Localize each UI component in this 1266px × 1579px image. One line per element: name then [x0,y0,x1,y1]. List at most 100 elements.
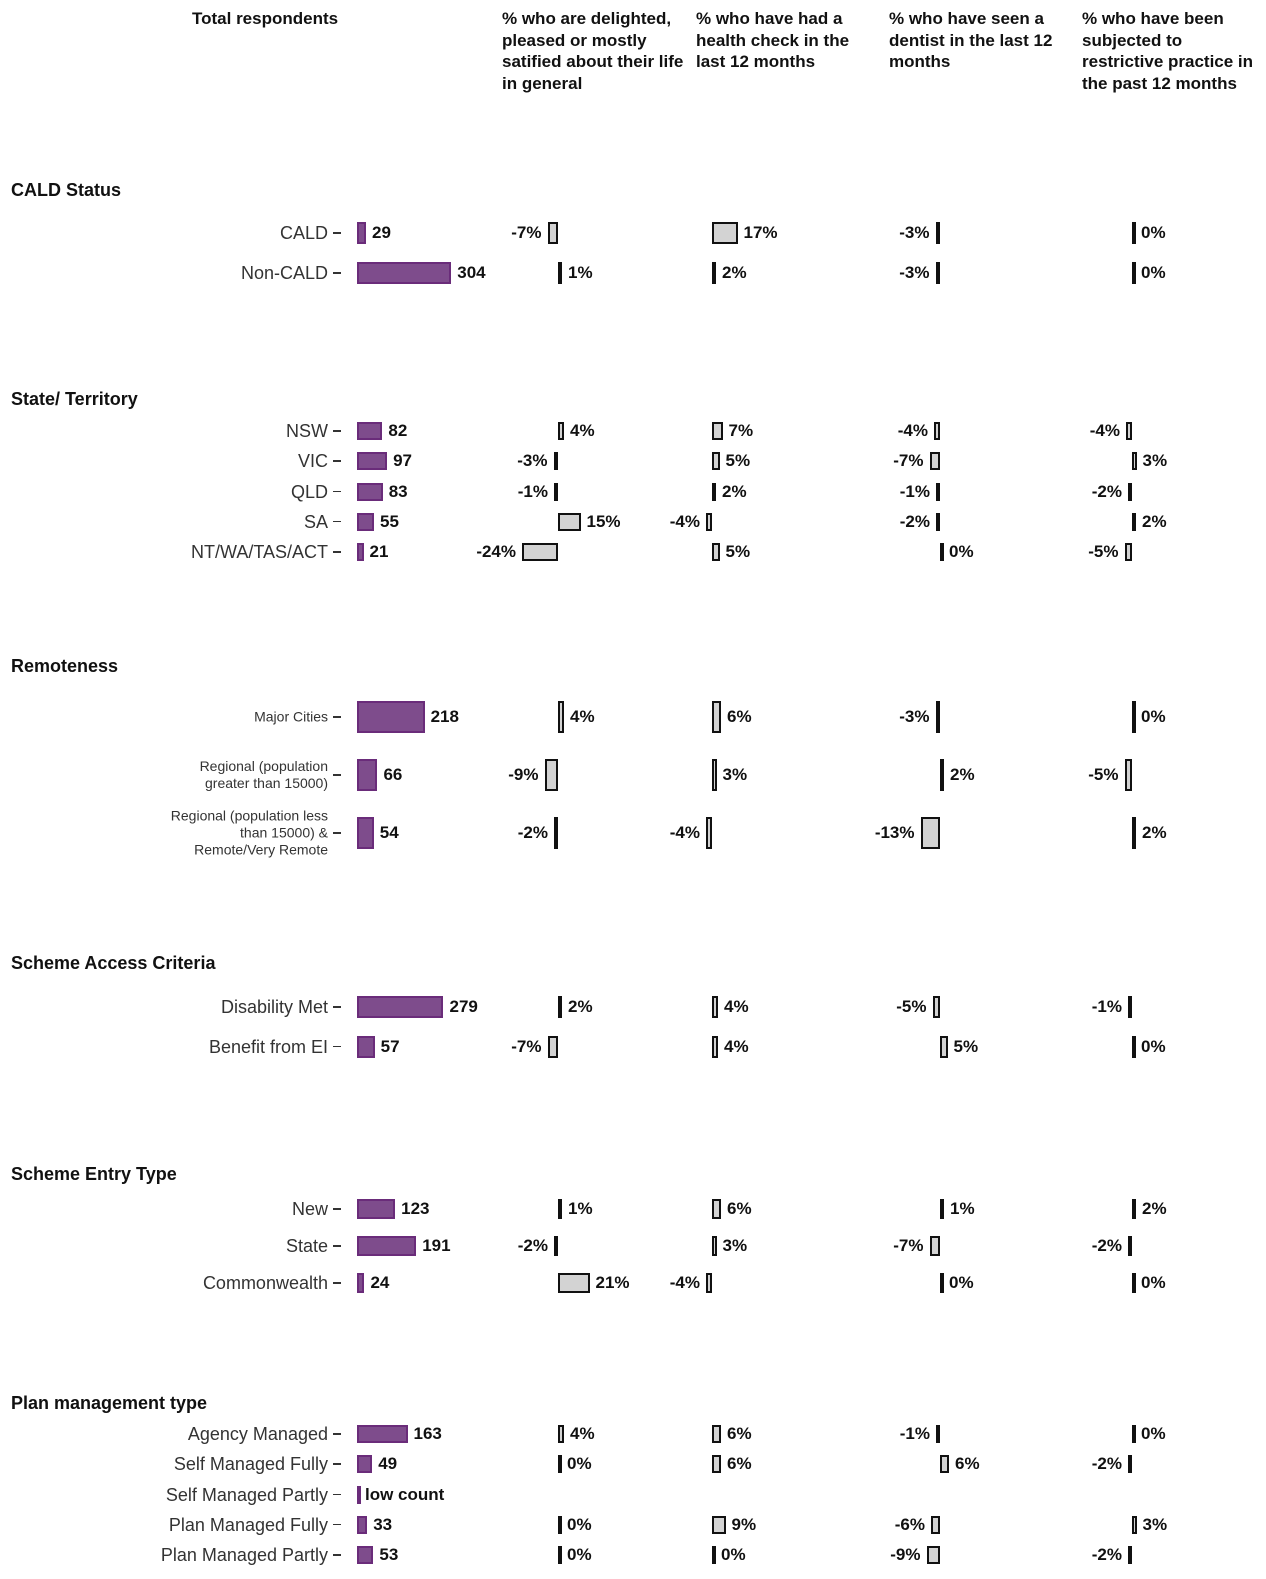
value-label: 7% [728,421,754,440]
diff-bar [1128,1546,1132,1565]
value-label: -2% [1091,1545,1122,1565]
count-label: 191 [422,1236,451,1255]
value-label: 4% [570,421,595,440]
diff-bar [926,1546,940,1565]
count-label: 29 [371,223,391,242]
value-label: 9% [731,1514,757,1534]
row-label: Plan Managed Fully [168,1514,328,1535]
value-label: -7% [511,1036,542,1056]
value-label: -2% [899,511,930,531]
value-label: -2% [517,1236,548,1255]
count-bar [357,1455,373,1474]
diff-bar [1124,543,1132,562]
value-label: -5% [1088,765,1119,784]
section-title: Scheme Access Criteria [11,953,216,973]
axis-tick [333,520,341,523]
value-label: 0% [1141,707,1166,726]
diff-bar [712,482,716,501]
diff-bar [940,1199,944,1219]
diff-bar [558,422,564,440]
axis-tick [333,1208,341,1210]
column-header: % who have seen a dentist in the last 12… [889,9,1053,72]
diff-bar [558,1455,562,1474]
value-label: 6% [727,1199,752,1218]
axis-tick [333,1554,341,1556]
value-label: -13% [874,823,915,842]
diff-bar [936,1425,940,1443]
value-label: 4% [724,1036,749,1056]
diff-bar [558,996,562,1018]
value-label: 0% [949,542,974,562]
value-label: -3% [899,707,930,726]
column-header: % who have been subjected to restrictive… [1082,9,1254,93]
diff-bar [1132,512,1136,531]
count-bar [357,1515,368,1534]
value-label: 5% [725,542,751,562]
value-label: 0% [567,1454,592,1474]
diff-bar [522,543,558,562]
row-label: Disability Met [220,997,328,1017]
diff-bar [712,262,716,284]
count-bar [357,1273,365,1293]
count-label: 33 [373,1514,393,1534]
value-label: 2% [1142,823,1167,842]
diff-bar [712,543,720,562]
diff-bar [712,996,718,1018]
diff-bar [1132,262,1136,284]
count-label: 24 [370,1273,390,1292]
diff-bar [929,452,940,471]
diff-bar [544,759,558,791]
row-label: SA [303,511,328,532]
diff-bar [1132,1035,1136,1058]
row-label: Commonwealth [202,1273,328,1293]
count-label: 55 [380,511,399,531]
axis-tick [333,460,341,462]
value-label: 0% [1141,223,1166,242]
diff-bar [1132,1199,1136,1219]
row-label: CALD [279,223,328,243]
row-label: Self Managed Partly [165,1484,328,1505]
value-label: 3% [722,1236,748,1255]
count-bar [357,222,366,244]
diff-bar [554,1236,558,1256]
value-label: 2% [950,765,975,784]
diff-bar [712,452,720,471]
value-label: -7% [511,223,542,242]
row-label: Regional (population greater than 15000) [199,758,328,791]
count-label: 279 [449,997,478,1016]
diff-bar [558,1515,562,1534]
value-label: 0% [721,1545,746,1565]
value-label: 0% [1141,263,1166,282]
value-label: -9% [508,765,539,784]
count-bar [357,512,375,531]
value-label: 0% [567,1514,592,1534]
value-label: -1% [899,481,930,501]
diff-bar [558,1546,562,1565]
count-bar [357,996,444,1018]
value-label: -6% [894,1514,925,1534]
diff-bar [558,1199,562,1219]
diff-bar [1132,1425,1136,1443]
diff-bar [712,759,717,791]
row-label: Non-CALD [240,263,328,283]
count-bar [357,1546,374,1565]
axis-tick [333,832,341,834]
value-label: 0% [1141,1273,1166,1292]
diff-bar [712,1515,726,1534]
diff-bar [706,817,712,849]
diff-bar [1132,1273,1136,1293]
value-label: -5% [896,997,927,1016]
value-label: 1% [568,1199,593,1218]
diff-bar [712,1199,721,1219]
value-label: -24% [476,542,516,562]
row-label: NSW [286,421,328,441]
diff-bar [1124,759,1132,791]
diff-bar [712,1546,716,1565]
value-label: -4% [669,1273,700,1292]
count-label: 97 [393,451,412,471]
diff-bar [554,817,558,849]
diff-bar [1132,1515,1137,1534]
count-label: 66 [383,765,403,784]
diff-bar [1132,452,1137,471]
